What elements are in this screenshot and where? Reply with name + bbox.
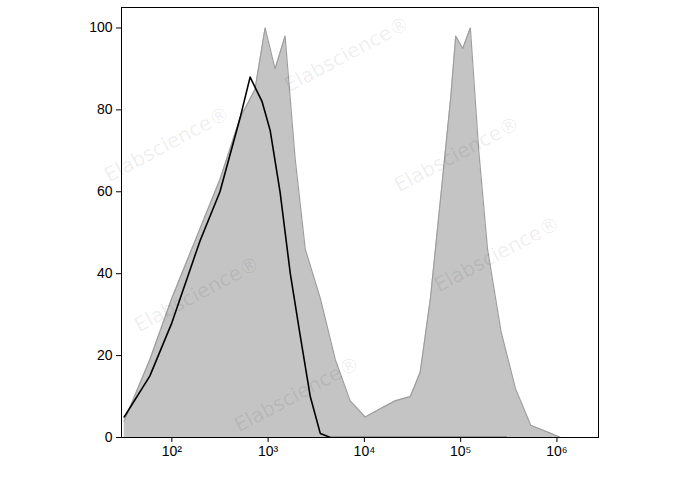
svg-text:10⁵: 10⁵	[450, 443, 471, 459]
svg-text:Elabscience®: Elabscience®	[130, 251, 263, 337]
svg-text:60: 60	[96, 183, 113, 200]
svg-text:Elabscience®: Elabscience®	[100, 101, 233, 187]
svg-text:Elabscience®: Elabscience®	[230, 351, 363, 437]
svg-text:100: 100	[89, 19, 113, 35]
svg-text:80: 80	[97, 101, 113, 117]
svg-text:Elabscience®: Elabscience®	[390, 111, 523, 197]
svg-text:10⁴: 10⁴	[354, 443, 376, 459]
svg-text:10⁶: 10⁶	[546, 443, 567, 459]
svg-text:Elabscience®: Elabscience®	[280, 11, 413, 97]
svg-text:20: 20	[97, 347, 113, 363]
svg-text:0: 0	[105, 429, 113, 445]
svg-text:10³: 10³	[258, 443, 279, 459]
svg-text:40: 40	[97, 265, 113, 281]
svg-text:10²: 10²	[162, 443, 183, 459]
svg-text:Elabscience®: Elabscience®	[430, 211, 563, 297]
